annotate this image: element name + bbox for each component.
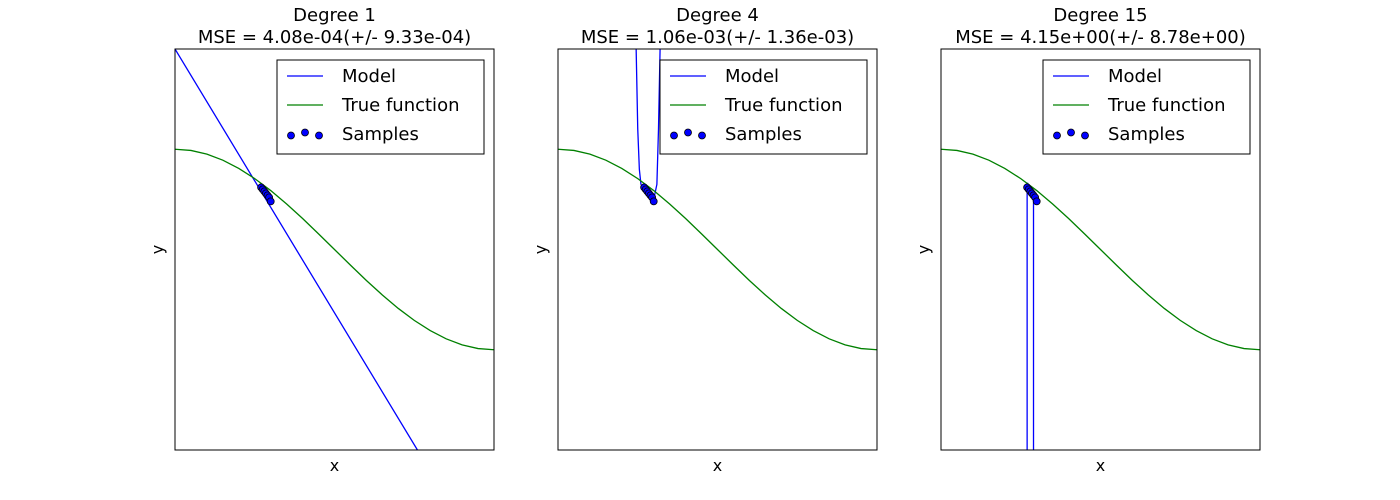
plot-frame (557, 48, 878, 451)
legend-label: True function (724, 95, 842, 116)
data-point (649, 197, 658, 206)
chart-subtitle: MSE = 4.08e-04(+/- 9.33e-04) (198, 27, 471, 48)
legend-marker-swatch (1067, 128, 1075, 137)
plot-series-group (175, 49, 494, 450)
legend-label: Samples (342, 124, 419, 145)
chart-title: Degree 15 (1053, 5, 1147, 26)
data-point (1032, 197, 1041, 206)
legend-label: Model (725, 66, 779, 87)
legend-label: True function (341, 95, 459, 116)
legend-marker-swatch (315, 131, 323, 140)
legend: Model True function Samples (276, 59, 485, 155)
y-axis-label: y (148, 245, 167, 254)
legend-label: Samples (725, 124, 802, 145)
legend: Model True function Samples (659, 59, 868, 155)
legend-label: True function (1107, 95, 1225, 116)
chart-subtitle: MSE = 4.15e+00(+/- 8.78e+00) (955, 27, 1246, 48)
series-line-true-function (558, 148, 877, 351)
legend-marker-swatch (1053, 131, 1061, 140)
legend-label: Model (1108, 66, 1162, 87)
chart-title: Degree 1 (293, 5, 376, 26)
plot-series-group (558, 49, 877, 351)
plot-series-group (941, 148, 1260, 450)
x-axis-label: x (1096, 456, 1105, 475)
y-axis-label: y (914, 245, 933, 254)
legend-marker-swatch (287, 131, 295, 140)
legend-marker-swatch (1081, 131, 1089, 140)
legend: Model True function Samples (1042, 59, 1251, 155)
data-point (266, 197, 275, 206)
legend-marker-swatch (301, 128, 309, 137)
legend-marker-swatch (698, 131, 706, 140)
series-line-model (175, 49, 418, 450)
legend-label: Model (342, 66, 396, 87)
legend-label: Samples (1108, 124, 1185, 145)
plot-frame (174, 48, 495, 451)
series-line-true-function (175, 148, 494, 351)
series-line-true-function (941, 148, 1260, 351)
plot-frame (940, 48, 1261, 451)
legend-marker-swatch (684, 128, 692, 137)
chart-title: Degree 4 (676, 5, 759, 26)
chart-subtitle: MSE = 1.06e-03(+/- 1.36e-03) (581, 27, 854, 48)
x-axis-label: x (330, 456, 339, 475)
x-axis-label: x (713, 456, 722, 475)
y-axis-label: y (531, 245, 550, 254)
legend-marker-swatch (670, 131, 678, 140)
